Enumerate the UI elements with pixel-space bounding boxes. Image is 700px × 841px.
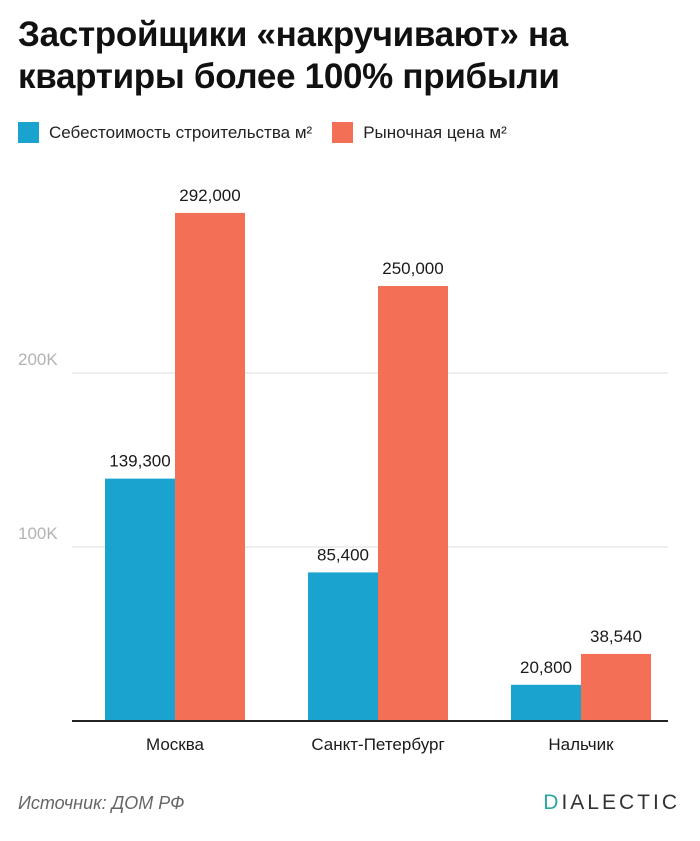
bar-cost (308, 572, 378, 721)
x-tick-label: Нальчик (548, 735, 614, 754)
data-label: 85,400 (317, 545, 369, 564)
data-label: 38,540 (590, 627, 642, 646)
bar-cost (105, 478, 175, 721)
legend: Себестоимость строительства м² Рыночная … (18, 122, 527, 143)
data-label: 292,000 (179, 186, 240, 205)
legend-swatch-market (332, 122, 354, 143)
legend-label-cost: Себестоимость строительства м² (49, 122, 313, 142)
bar-cost (511, 684, 581, 721)
chart-title: Застройщики «накручивают» на квартиры бо… (18, 15, 568, 96)
bar-market (378, 286, 448, 721)
x-tick-label: Санкт-Петербург (311, 735, 444, 754)
brand-logo: DIALECTIC (543, 791, 680, 814)
legend-label-market: Рыночная цена м² (363, 122, 507, 142)
data-label: 20,800 (520, 658, 572, 677)
source-note: Источник: ДОМ РФ (18, 793, 185, 813)
legend-item-cost: Себестоимость строительства м² (18, 122, 312, 143)
bar-market (581, 653, 651, 721)
legend-item-market: Рыночная цена м² (332, 122, 507, 143)
legend-swatch-cost (18, 122, 39, 143)
data-label: 250,000 (382, 259, 443, 278)
x-tick-label: Москва (146, 735, 205, 754)
data-label: 139,300 (109, 452, 170, 471)
bar-market (175, 212, 245, 722)
y-tick-label: 100K (18, 524, 58, 543)
y-tick-label: 200K (18, 350, 58, 369)
